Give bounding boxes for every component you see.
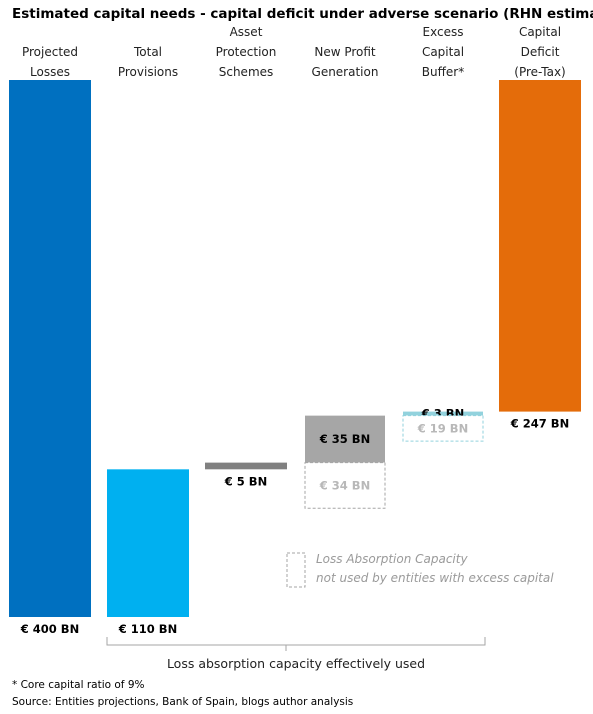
bar: [403, 411, 483, 416]
legend-swatch: [286, 552, 306, 588]
category-label: Asset: [230, 25, 263, 39]
category-label: Capital: [519, 25, 561, 39]
category-label: Provisions: [118, 65, 178, 79]
category-label: Protection: [216, 45, 277, 59]
bar-label: € 110 BN: [118, 622, 177, 636]
bar-unused-label: € 19 BN: [417, 421, 468, 435]
chart-title: Estimated capital needs - capital defici…: [12, 6, 593, 22]
bar: [499, 80, 581, 412]
category-label: Capital: [422, 45, 464, 59]
bar: [107, 469, 189, 617]
bar-unused-label: € 34 BN: [319, 478, 370, 492]
bar: [9, 80, 91, 617]
bar-unused: [402, 415, 484, 442]
category-label: Generation: [312, 65, 379, 79]
legend-text: not used by entities with excess capital: [316, 571, 554, 585]
footnote: * Core capital ratio of 9%: [12, 679, 145, 691]
category-label: (Pre-Tax): [514, 65, 565, 79]
category-label: Total: [133, 45, 162, 59]
category-label: Losses: [30, 65, 70, 79]
category-label: Excess: [423, 25, 464, 39]
category-label: Buffer*: [422, 65, 464, 79]
category-label: Projected: [22, 45, 78, 59]
bar-unused: [304, 462, 386, 509]
bar: [205, 462, 287, 470]
legend-text: Loss Absorption Capacity: [316, 552, 468, 566]
bracket-label: Loss absorption capacity effectively use…: [167, 656, 425, 671]
bar-label: € 35 BN: [319, 432, 370, 446]
category-label: New Profit: [314, 45, 376, 59]
footnote: Source: Entities projections, Bank of Sp…: [12, 696, 353, 708]
category-label: Deficit: [521, 45, 560, 59]
bar-label: € 247 BN: [510, 417, 569, 431]
category-label: Schemes: [219, 65, 274, 79]
bar-label: € 400 BN: [20, 622, 79, 636]
bracket: [106, 637, 486, 646]
bar: [305, 415, 385, 463]
bar-label: € 5 BN: [224, 474, 267, 488]
